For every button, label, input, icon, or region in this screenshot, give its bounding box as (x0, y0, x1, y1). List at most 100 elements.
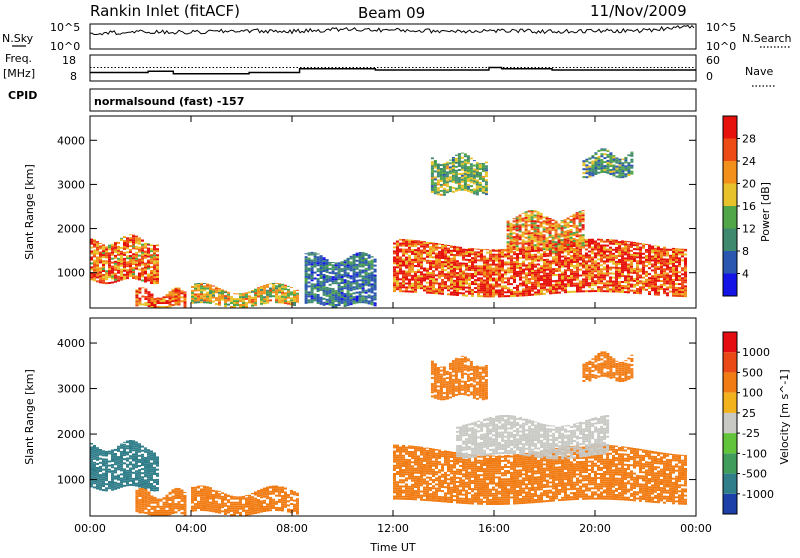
heatmap-cell (558, 262, 561, 264)
heatmap-cell (434, 170, 437, 172)
heatmap-cell (236, 510, 239, 512)
heatmap-cell (156, 463, 159, 465)
heatmap-cell (537, 289, 540, 291)
heatmap-cell (99, 257, 102, 259)
heatmap-cell (153, 481, 156, 483)
heatmap-cell (546, 281, 549, 283)
heatmap-cell (555, 280, 558, 282)
heatmap-cell (153, 467, 156, 469)
heatmap-cell (537, 264, 540, 266)
heatmap-cell (588, 276, 591, 278)
heatmap-cell (284, 296, 287, 298)
heatmap-cell (411, 275, 414, 277)
heatmap-cell (476, 172, 479, 174)
heatmap-cell (447, 266, 450, 268)
heatmap-cell (311, 301, 314, 303)
heatmap-cell (606, 257, 609, 259)
heatmap-cell (579, 265, 582, 267)
heatmap-cell (534, 228, 537, 230)
heatmap-cell (172, 300, 175, 302)
heatmap-cell (147, 484, 150, 486)
heatmap-cell (507, 243, 510, 245)
heatmap-cell (148, 499, 151, 501)
heatmap-cell (141, 287, 144, 288)
heatmap-cell (657, 288, 660, 290)
heatmap-cell (230, 506, 233, 508)
heatmap-cell (323, 266, 326, 268)
heatmap-cell (624, 257, 627, 259)
heatmap-cell (567, 257, 570, 259)
heatmap-cell (645, 249, 648, 251)
heatmap-cell (138, 300, 141, 302)
heatmap-cell (175, 303, 178, 305)
heatmap-cell (561, 231, 564, 233)
heatmap-cell (462, 273, 465, 275)
heatmap-cell (141, 456, 144, 458)
heatmap-cell (429, 282, 432, 284)
heatmap-cell (537, 293, 540, 295)
heatmap-cell (332, 300, 335, 302)
heatmap-cell (443, 182, 446, 184)
heatmap-cell (278, 287, 281, 289)
heatmap-cell (338, 304, 341, 306)
heatmap-cell (206, 284, 209, 285)
heatmap-cell (153, 471, 156, 473)
heatmap-cell (437, 168, 440, 170)
heatmap-cell (447, 271, 450, 273)
heatmap-cell (636, 274, 639, 276)
heatmap-cell (522, 261, 525, 263)
heatmap-cell (576, 215, 579, 217)
heatmap-cell (308, 252, 311, 253)
heatmap-cell (558, 224, 561, 226)
heatmap-cell (618, 269, 621, 271)
heatmap-cell (462, 263, 465, 265)
heatmap-cell (432, 246, 435, 248)
heatmap-cell (438, 244, 441, 245)
heatmap-cell (546, 275, 549, 277)
heatmap-cell (254, 292, 257, 294)
heatmap-cell (141, 488, 144, 489)
heatmap-cell (534, 222, 537, 224)
heatmap-cell (648, 287, 651, 289)
heatmap-cell (522, 241, 525, 243)
heatmap-cell (552, 258, 555, 260)
heatmap-cell (111, 244, 114, 246)
heatmap-cell (564, 223, 567, 225)
heatmap-cell (450, 266, 453, 268)
heatmap-cell (681, 259, 684, 261)
heatmap-cell (615, 271, 618, 273)
heatmap-cell (396, 276, 399, 278)
heatmap-cell (141, 254, 144, 256)
heatmap-cell (218, 497, 221, 499)
heatmap-cell (148, 501, 151, 503)
heatmap-cell (362, 279, 365, 281)
heatmap-cell (254, 289, 257, 291)
heatmap-cell (615, 267, 618, 269)
heatmap-cell (642, 245, 645, 247)
heatmap-cell (120, 480, 123, 482)
heatmap-cell (281, 286, 284, 288)
heatmap-cell (573, 240, 576, 242)
heatmap-cell (236, 502, 239, 504)
heatmap-cell (368, 281, 371, 283)
heatmap-cell (317, 288, 320, 290)
heatmap-cell (129, 457, 132, 459)
heatmap-cell (356, 300, 359, 302)
heatmap-cell (600, 272, 603, 274)
heatmap-cell (498, 278, 501, 280)
heatmap-cell (618, 275, 621, 277)
heatmap-cell (594, 270, 597, 272)
heatmap-cell (432, 264, 435, 266)
heatmap-cell (432, 270, 435, 272)
heatmap-cell (132, 241, 135, 243)
heatmap-cell (429, 254, 432, 256)
heatmap-cell (323, 298, 326, 300)
heatmap-cell (138, 290, 141, 292)
heatmap-cell (564, 289, 567, 291)
heatmap-cell (504, 285, 507, 287)
heatmap-cell (206, 507, 209, 509)
heatmap-cell (570, 265, 573, 267)
heatmap-cell (678, 277, 681, 279)
heatmap-cell (126, 480, 129, 482)
heatmap-cell (417, 263, 420, 265)
